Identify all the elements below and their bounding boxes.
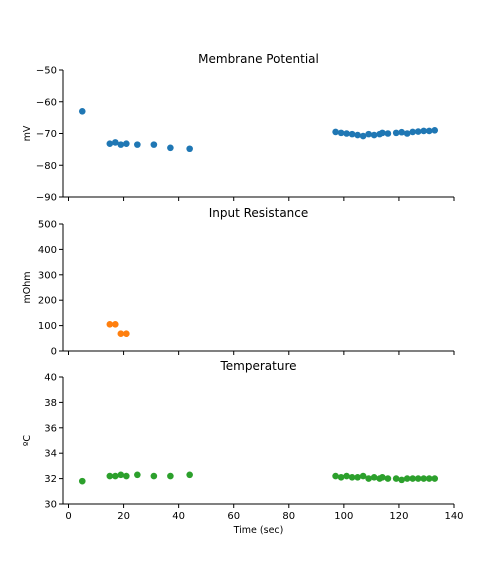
data-point <box>337 474 345 481</box>
y-tick-label: 300 <box>38 270 57 281</box>
y-tick-label: 38 <box>44 398 57 409</box>
x-tick-label: 80 <box>282 511 295 522</box>
data-point <box>398 128 405 136</box>
chart-title: Temperature <box>219 359 296 373</box>
data-point <box>409 128 416 136</box>
data-point <box>379 129 386 137</box>
x-tick-label: 0 <box>65 511 71 522</box>
y-tick-label: −90 <box>36 193 57 204</box>
y-tick-label: 32 <box>44 474 57 485</box>
data-point <box>112 321 119 328</box>
data-point <box>379 474 386 481</box>
data-point <box>134 141 141 148</box>
data-point <box>370 131 378 139</box>
data-point <box>392 129 400 137</box>
data-point <box>398 476 405 484</box>
y-tick-label: 100 <box>38 321 57 332</box>
data-point <box>431 127 439 134</box>
y-tick-label: 30 <box>44 500 57 511</box>
data-point <box>78 107 86 115</box>
data-point <box>150 472 158 480</box>
x-tick-label: 40 <box>172 511 185 522</box>
chart-panel-3: Temperature 30 32 34 36 38 40 0 20 40 60 80 100 120 14… <box>22 359 464 536</box>
chart-panel-2: Input Resistance 0 100 200 300 400 500 mOhm <box>22 206 455 358</box>
data-point <box>332 472 339 480</box>
data-point <box>106 140 114 147</box>
data-point <box>365 130 372 138</box>
data-point <box>384 130 392 137</box>
y-axis-label: ºC <box>22 435 33 446</box>
data-point <box>348 474 356 481</box>
data-point <box>425 475 433 482</box>
data-point <box>343 472 350 480</box>
y-tick-label: 500 <box>38 220 57 231</box>
y-tick-label: 34 <box>44 449 57 460</box>
data-point <box>359 132 367 140</box>
data-point <box>359 472 367 480</box>
y-axis-label: mOhm <box>22 271 33 303</box>
y-tick-label: 0 <box>51 347 57 358</box>
data-point <box>150 141 158 148</box>
data-point <box>167 144 174 152</box>
y-tick-label: 40 <box>44 373 57 384</box>
data-point <box>414 475 422 482</box>
y-tick-label: −80 <box>36 161 57 172</box>
data-point <box>117 471 125 479</box>
data-point <box>403 475 411 482</box>
data-point <box>354 474 361 481</box>
data-point <box>112 472 119 480</box>
data-point <box>403 130 411 137</box>
y-tick-label: −60 <box>36 97 57 108</box>
data-point <box>186 145 193 153</box>
data-point <box>167 472 174 480</box>
data-point <box>123 330 130 338</box>
data-point <box>106 321 114 328</box>
data-point <box>106 472 114 480</box>
x-tick-label: 100 <box>334 511 353 522</box>
data-point <box>78 477 86 485</box>
data-point <box>425 127 433 135</box>
data-point <box>123 140 130 147</box>
data-point <box>117 330 125 338</box>
y-tick-label: 200 <box>38 296 57 307</box>
data-point <box>392 475 400 482</box>
data-point <box>370 474 378 481</box>
data-point <box>414 128 422 135</box>
y-axis-label: mV <box>22 125 33 141</box>
data-point <box>186 471 193 479</box>
data-point <box>420 127 428 135</box>
data-point <box>117 141 125 148</box>
y-tick-label: −70 <box>36 129 57 140</box>
y-tick-label: 400 <box>38 245 57 256</box>
data-point <box>348 130 356 138</box>
data-point <box>337 129 345 137</box>
data-point <box>431 475 439 482</box>
y-tick-label: 36 <box>44 423 57 434</box>
chart-title: Input Resistance <box>209 206 309 220</box>
x-tick-label: 120 <box>389 511 408 522</box>
data-point <box>365 475 372 482</box>
data-point <box>409 475 416 482</box>
data-point <box>384 475 392 482</box>
data-point <box>332 128 339 136</box>
data-point <box>420 475 428 482</box>
y-tick-label: −50 <box>36 66 57 77</box>
data-point <box>354 131 361 139</box>
x-tick-label: 140 <box>444 511 463 522</box>
x-axis-label: Time (sec) <box>233 525 284 536</box>
x-tick-label: 60 <box>227 511 240 522</box>
x-tick-label: 20 <box>117 511 130 522</box>
data-point <box>112 139 119 146</box>
chart-title: Membrane Potential <box>198 52 319 66</box>
chart-panel-1: Membrane Potential −90 −80 −70 −60 −50 mV <box>22 52 455 204</box>
data-point <box>134 471 141 479</box>
data-point <box>343 130 350 137</box>
data-point <box>123 472 130 480</box>
